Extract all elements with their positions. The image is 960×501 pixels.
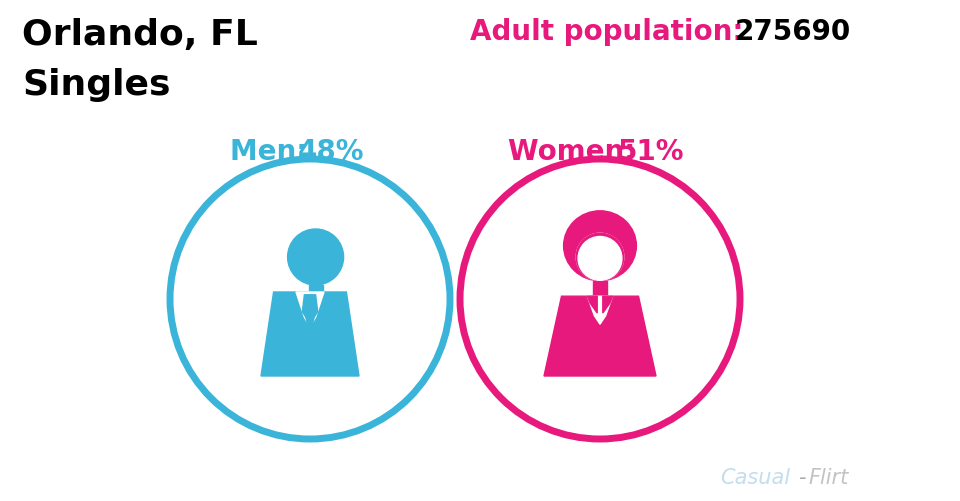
Circle shape <box>576 234 624 281</box>
Text: Orlando, FL: Orlando, FL <box>22 18 257 52</box>
Ellipse shape <box>288 256 296 265</box>
Text: 51%: 51% <box>618 138 684 166</box>
Text: Singles: Singles <box>22 68 171 102</box>
Bar <box>593 281 607 295</box>
Ellipse shape <box>336 256 343 265</box>
Polygon shape <box>544 297 656 376</box>
Circle shape <box>288 229 344 286</box>
Polygon shape <box>603 297 612 313</box>
Polygon shape <box>302 295 318 334</box>
Circle shape <box>576 234 624 281</box>
Text: -: - <box>798 467 805 487</box>
Text: Women:: Women: <box>508 138 645 166</box>
Text: 275690: 275690 <box>735 18 852 46</box>
Circle shape <box>578 237 622 281</box>
Text: Men:: Men: <box>230 138 317 166</box>
Polygon shape <box>588 297 612 325</box>
Text: Casual: Casual <box>720 467 790 487</box>
Polygon shape <box>588 297 597 313</box>
Text: 48%: 48% <box>298 138 365 166</box>
Polygon shape <box>296 293 324 327</box>
Text: Flirt: Flirt <box>808 467 849 487</box>
Polygon shape <box>261 293 359 376</box>
Text: Adult population:: Adult population: <box>470 18 754 46</box>
Bar <box>308 286 323 302</box>
Ellipse shape <box>564 211 636 281</box>
